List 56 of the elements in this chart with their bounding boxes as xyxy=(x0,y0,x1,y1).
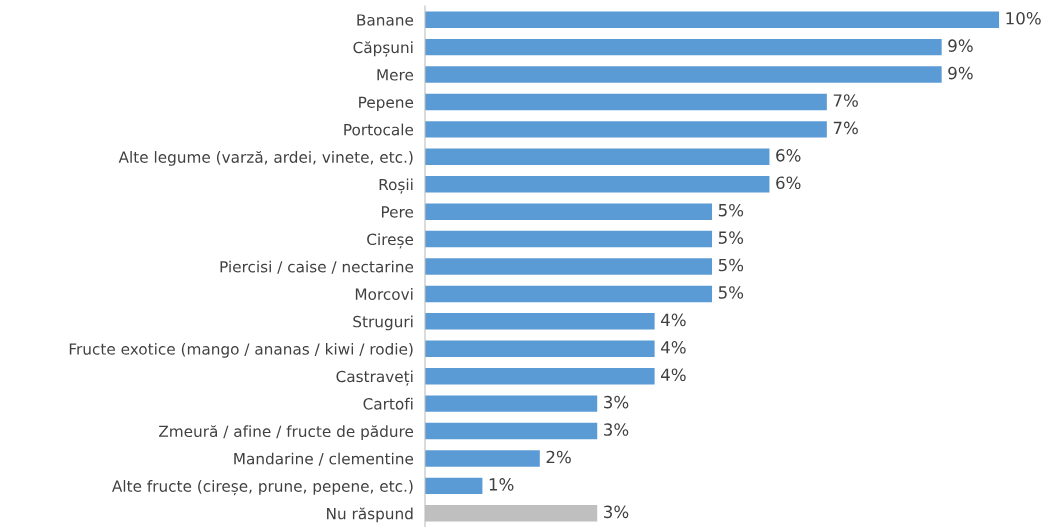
data-label: 3% xyxy=(604,395,629,409)
data-label: 5% xyxy=(718,258,744,272)
bar xyxy=(425,422,598,440)
y-tick-label: Portocale xyxy=(344,123,414,136)
bar xyxy=(425,148,770,166)
y-tick-label: Struguri xyxy=(353,315,413,331)
bar xyxy=(425,340,655,357)
data-label: 3% xyxy=(604,505,629,519)
data-label: 6% xyxy=(776,176,801,190)
data-label: 7% xyxy=(833,121,858,135)
y-tick-label: Castraveți xyxy=(336,370,413,386)
data-label: 1% xyxy=(489,478,514,491)
y-tick-label: Banane xyxy=(357,14,414,26)
bar xyxy=(425,176,770,193)
data-label: 6% xyxy=(776,149,801,162)
bar xyxy=(425,121,827,138)
y-tick-label: Morcovi xyxy=(355,288,413,300)
bar xyxy=(425,38,942,56)
data-label: 5% xyxy=(718,286,744,299)
y-tick-label: Roșii xyxy=(379,178,413,194)
y-tick-label: Căpșuni xyxy=(353,41,413,57)
data-label: 10% xyxy=(1006,11,1041,25)
y-tick-label: Mandarine / clementine xyxy=(234,452,414,466)
bar xyxy=(425,11,1000,28)
bar xyxy=(425,313,655,330)
bar xyxy=(425,93,827,111)
y-tick-label: Pepene xyxy=(359,96,414,111)
y-tick-label: Fructe exotice (mango / ananas / kiwi / rodie) xyxy=(69,342,413,358)
bar xyxy=(425,66,942,83)
bar xyxy=(425,203,713,220)
bar xyxy=(425,230,713,248)
data-label: 3% xyxy=(604,423,629,436)
data-label: 5% xyxy=(718,231,744,244)
bar xyxy=(425,450,540,467)
data-label: 5% xyxy=(718,203,744,217)
y-tick-label: Mere xyxy=(377,69,414,81)
data-label: 4% xyxy=(661,368,686,382)
data-label: 9% xyxy=(948,66,973,80)
data-label: 2% xyxy=(546,450,571,464)
bar xyxy=(425,258,713,275)
data-label: 9% xyxy=(948,39,973,52)
y-tick-label: Piercisi / caise / nectarine xyxy=(220,260,414,274)
y-tick-label: Cartofi xyxy=(363,397,413,410)
y-tick-label: Cireșe xyxy=(367,233,414,249)
y-tick-label: Nu răspund xyxy=(327,507,413,523)
data-label: 4% xyxy=(661,313,686,327)
bar xyxy=(425,395,598,412)
y-tick-label: Pere xyxy=(381,206,414,218)
bar xyxy=(425,477,483,495)
bar xyxy=(425,285,713,303)
bar xyxy=(425,367,655,385)
y-tick-label: Zmeură / afine / fructe de pădure xyxy=(159,425,414,441)
data-label: 7% xyxy=(833,94,858,107)
data-label: 4% xyxy=(661,340,686,354)
y-tick-label: Alte legume (varză, ardei, vinete, etc.) xyxy=(118,150,413,166)
y-tick-label: Alte fructe (cireșe, prune, pepene, etc.) xyxy=(112,480,413,496)
